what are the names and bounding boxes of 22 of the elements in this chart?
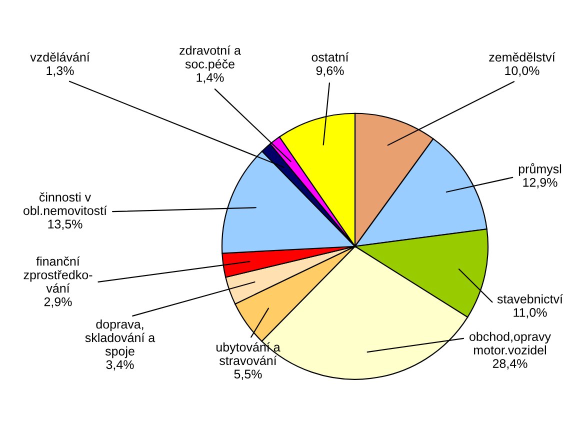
slice-label: činnosti v obl.nemovitostí bbox=[23, 192, 107, 216]
slice-label: ubytování a stravování bbox=[216, 342, 280, 366]
data-label: 11,0% bbox=[514, 308, 547, 318]
slice-label: průmysl bbox=[518, 163, 562, 176]
data-label: 5,5% bbox=[234, 370, 262, 380]
data-label: 13,5% bbox=[48, 220, 82, 230]
data-label: 9,6% bbox=[316, 66, 344, 77]
data-label: 1,3% bbox=[46, 66, 74, 77]
slice-label: ostatní bbox=[312, 52, 349, 62]
slice-label: zdravotní a soc.péče bbox=[180, 45, 241, 71]
slice-label: vzdělávání bbox=[30, 52, 90, 62]
slice-label: obchod,opravy motor.vozidel bbox=[470, 332, 551, 355]
slice-label: stavebnictví bbox=[497, 294, 563, 304]
data-label: 28,4% bbox=[492, 359, 528, 370]
data-label: 2,9% bbox=[44, 297, 72, 308]
data-label: 1,4% bbox=[196, 73, 224, 84]
slice-label: finanční zprostředko- vání bbox=[24, 256, 92, 293]
slice-label: doprava, skladování a spoje bbox=[85, 319, 156, 358]
data-label: 3,4% bbox=[106, 360, 134, 371]
data-label: 12,9% bbox=[523, 178, 558, 188]
data-label: 10,0% bbox=[505, 66, 540, 77]
slice-label: zemědělství bbox=[489, 52, 556, 62]
